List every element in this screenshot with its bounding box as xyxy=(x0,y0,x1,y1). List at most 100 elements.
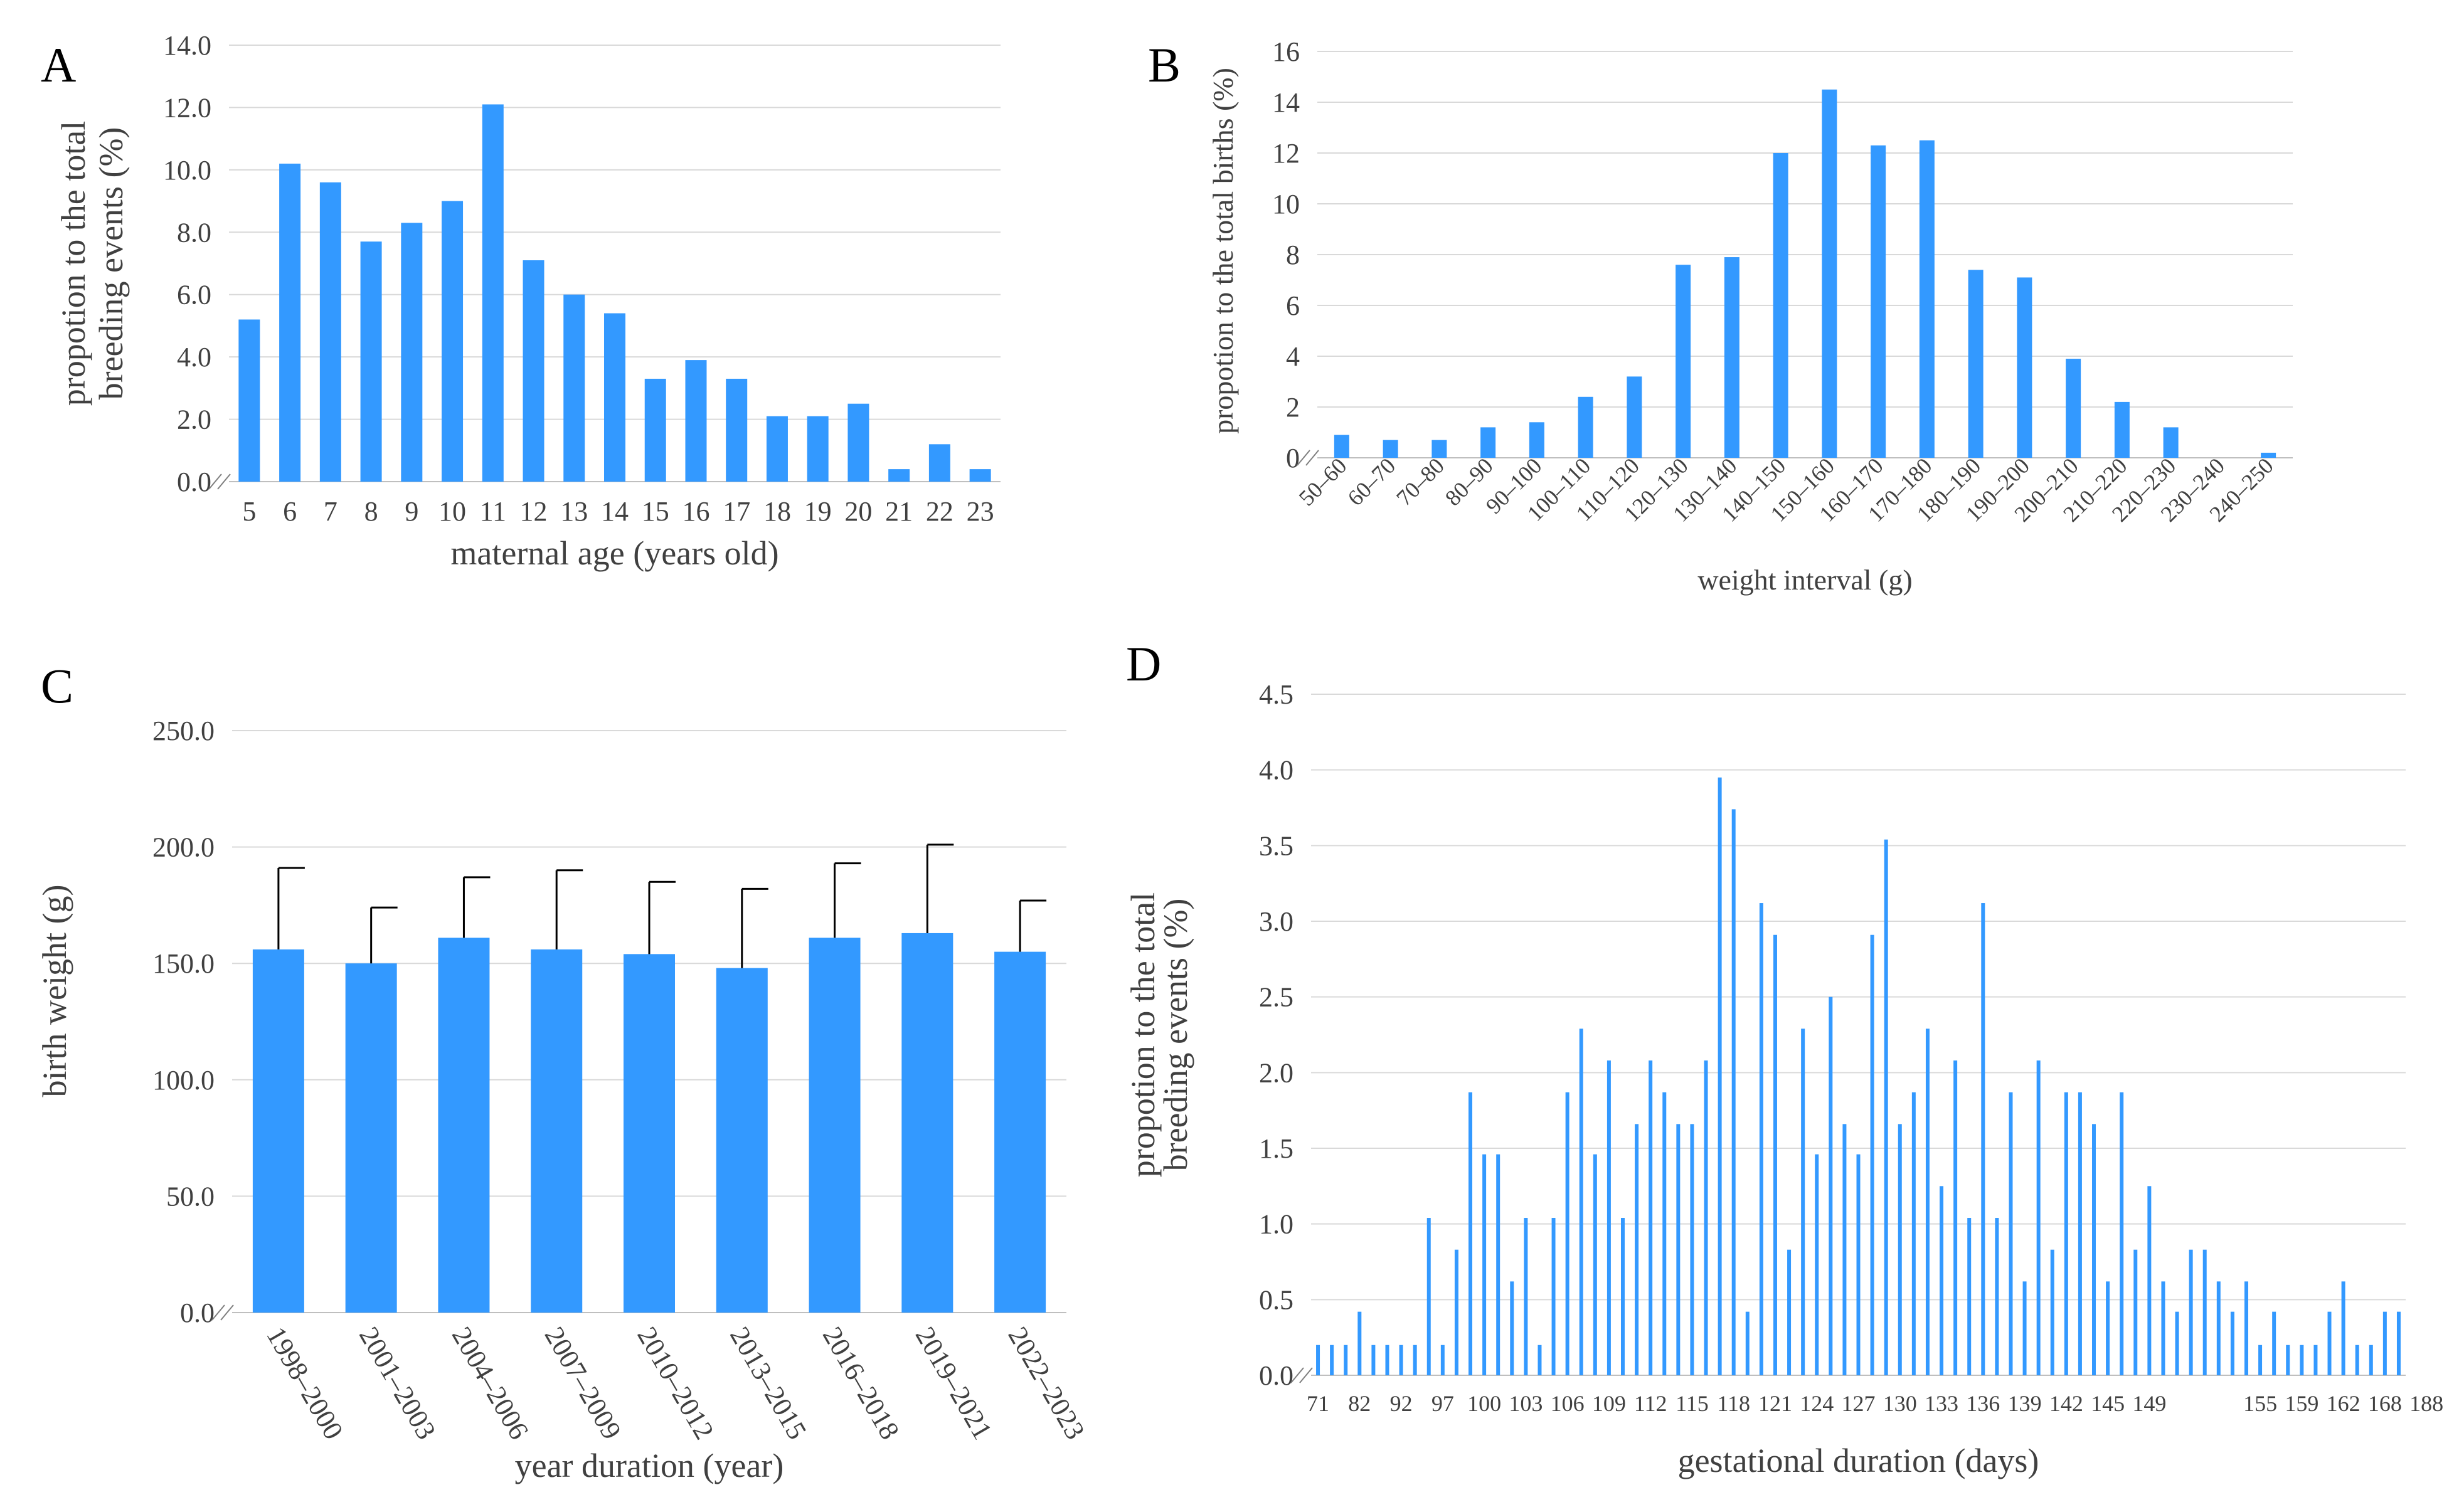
bar-d xyxy=(1829,997,1833,1375)
x-tick-label-d: 133 xyxy=(1925,1391,1958,1416)
axis-break-d xyxy=(1290,1367,1313,1383)
y-tick-label-d: 1.5 xyxy=(1259,1133,1293,1164)
x-tick-label-c: 2007–2009 xyxy=(539,1322,627,1445)
y-tick-label-b: 0 xyxy=(1286,443,1300,473)
bar-a xyxy=(685,360,707,482)
bar-b xyxy=(1383,440,1398,458)
bar-d xyxy=(1773,934,1777,1375)
x-tick-label-b: 50–60 xyxy=(1294,453,1352,510)
y-tick-label-d: 0.0 xyxy=(1259,1360,1293,1391)
bar-d xyxy=(1690,1124,1694,1375)
x-tick-label-d: 82 xyxy=(1348,1391,1371,1416)
bar-d xyxy=(1745,1311,1750,1375)
y-tick-label-b: 10 xyxy=(1272,189,1300,219)
bar-a xyxy=(888,469,910,482)
bar-a xyxy=(563,294,585,482)
bar-a xyxy=(482,104,504,482)
x-tick-label-d: 118 xyxy=(1717,1391,1750,1416)
bar-b xyxy=(2261,452,2276,458)
bar-d xyxy=(2036,1060,2041,1375)
bar-d xyxy=(2258,1345,2263,1375)
bar-a xyxy=(766,416,788,482)
x-tick-label-d: 159 xyxy=(2285,1391,2318,1416)
axis-break-b xyxy=(1297,450,1319,466)
x-tick-label-a: 6 xyxy=(283,496,297,527)
bar-d xyxy=(1413,1345,1417,1375)
bar-d xyxy=(1593,1154,1597,1375)
y-axis-title-d: breeding events (%) xyxy=(1157,899,1194,1171)
bar-c xyxy=(901,933,953,1313)
bar-a xyxy=(442,201,464,482)
y-tick-label-c: 250.0 xyxy=(152,716,215,746)
y-tick-label-d: 3.0 xyxy=(1259,906,1293,937)
bar-d xyxy=(1371,1345,1376,1375)
x-axis-title-c: year duration (year) xyxy=(515,1447,784,1484)
y-tick-label-b: 12 xyxy=(1272,138,1300,169)
y-axis-title-a: propotion to the total xyxy=(55,121,92,406)
bar-d xyxy=(2092,1124,2096,1375)
x-tick-label-d: 127 xyxy=(1842,1391,1876,1416)
bar-d xyxy=(1357,1311,1362,1375)
bar-d xyxy=(1426,1218,1431,1375)
bar-d xyxy=(2175,1311,2179,1375)
bar-d xyxy=(2230,1311,2234,1375)
y-tick-label-d: 4.5 xyxy=(1259,679,1293,710)
y-tick-label-b: 6 xyxy=(1286,290,1300,321)
bar-c xyxy=(345,963,397,1313)
bar-d xyxy=(1967,1218,1972,1375)
x-tick-label-a: 19 xyxy=(804,496,832,527)
x-tick-label-d: 92 xyxy=(1390,1391,1413,1416)
bar-a xyxy=(644,378,666,482)
bar-d xyxy=(2244,1281,2248,1375)
bar-a xyxy=(969,469,991,482)
bar-d xyxy=(2064,1092,2068,1375)
y-tick-label-a: 6.0 xyxy=(177,280,211,310)
bar-d xyxy=(2355,1345,2359,1375)
x-tick-label-d: 162 xyxy=(2327,1391,2361,1416)
bar-d xyxy=(1911,1092,1916,1375)
y-tick-label-a: 12.0 xyxy=(163,92,211,123)
bar-b xyxy=(1919,140,1935,458)
bar-d xyxy=(2327,1311,2332,1375)
x-tick-label-a: 17 xyxy=(723,496,750,527)
x-tick-label-d: 124 xyxy=(1800,1391,1834,1416)
bar-d xyxy=(1856,1154,1861,1375)
chart-a-svg: A 0.0 2.0 4.0 6.0 8.0 10.0 12.0 14.0 5 6 7 8 9 10 11 12… xyxy=(41,30,1001,572)
x-axis-title-b: weight interval (g) xyxy=(1697,564,1912,596)
x-tick-label-d: 106 xyxy=(1551,1391,1585,1416)
x-tick-label-c: 2016–2018 xyxy=(817,1322,905,1445)
bar-b xyxy=(1968,270,1984,458)
bar-b xyxy=(2066,359,2081,458)
bar-d xyxy=(1981,903,1985,1375)
y-tick-label-d: 1.0 xyxy=(1259,1209,1293,1240)
y-tick-label-a: 8.0 xyxy=(177,217,211,248)
bar-d xyxy=(1676,1124,1681,1375)
y-tick-label-c: 100.0 xyxy=(152,1065,215,1096)
bar-b xyxy=(1480,427,1496,458)
y-tick-label-c: 200.0 xyxy=(152,832,215,863)
x-tick-label-d: 188 xyxy=(2409,1391,2443,1416)
bar-d xyxy=(2078,1092,2082,1375)
bar-d xyxy=(2216,1281,2221,1375)
y-axis-title-b: propotion to the total births (%) xyxy=(1207,68,1239,434)
x-tick-label-a: 13 xyxy=(560,496,588,527)
x-tick-label-a: 5 xyxy=(242,496,256,527)
x-tick-label-b: 70–80 xyxy=(1391,453,1449,510)
bar-d xyxy=(2161,1281,2165,1375)
x-tick-label-d: 112 xyxy=(1634,1391,1667,1416)
y-tick-label-d: 0.5 xyxy=(1259,1284,1293,1315)
x-tick-label-c: 2022–2023 xyxy=(1002,1322,1090,1445)
x-tick-label-c: 2004–2006 xyxy=(446,1322,534,1445)
axis-break-c xyxy=(211,1304,234,1321)
y-tick-label-d: 2.5 xyxy=(1259,982,1293,1013)
x-tick-label-d: 115 xyxy=(1676,1391,1709,1416)
bar-c xyxy=(809,938,861,1313)
bar-d xyxy=(1385,1345,1389,1375)
y-axis-title-a: breeding events (%) xyxy=(92,127,130,400)
axis-break-a xyxy=(208,473,231,490)
x-tick-label-a: 23 xyxy=(967,496,994,527)
x-tick-label-d: 136 xyxy=(1966,1391,2000,1416)
bar-d xyxy=(2369,1345,2373,1375)
y-tick-label-d: 4.0 xyxy=(1259,755,1293,786)
